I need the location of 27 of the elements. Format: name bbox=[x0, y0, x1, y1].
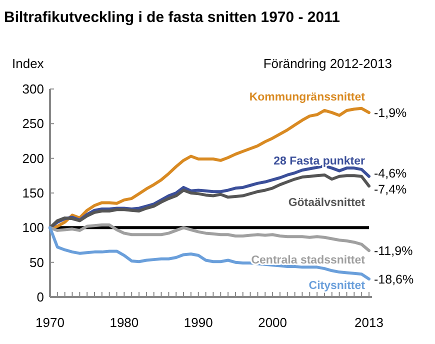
y-axis-title: Index bbox=[12, 56, 44, 71]
y-tick-label: 150 bbox=[22, 186, 44, 201]
text: -1,9% bbox=[374, 106, 407, 120]
y-tick-label: 300 bbox=[22, 82, 44, 97]
y-tick-label: 50 bbox=[30, 254, 44, 270]
series-label: 28 Fasta punkter bbox=[274, 155, 366, 168]
y-tick-label: 200 bbox=[22, 150, 44, 166]
y-tick-label: 0 bbox=[36, 290, 44, 305]
text: -7,4% bbox=[374, 182, 407, 197]
x-tick-label: 2013 bbox=[354, 315, 384, 330]
series-label: Götaälvsnittet bbox=[288, 197, 366, 210]
x-tick-label: 1990 bbox=[184, 315, 213, 330]
chart-subtitle: Förändring 2012-2013 bbox=[263, 56, 392, 71]
y-tick-label: 100 bbox=[22, 220, 44, 236]
series-label: Citysnittet bbox=[308, 280, 366, 292]
series-label: Centrala stadssnittet bbox=[251, 254, 366, 267]
line-series bbox=[48, 223, 370, 252]
text: -11,9% bbox=[374, 244, 413, 258]
x-tick-label: 1980 bbox=[110, 315, 139, 330]
text: -18,6% bbox=[374, 272, 414, 286]
x-tick-label: 2000 bbox=[258, 315, 288, 330]
line-series bbox=[48, 226, 370, 280]
text: -4,6% bbox=[374, 166, 407, 181]
x-tick-label: 1970 bbox=[36, 315, 64, 330]
y-tick-label: 250 bbox=[22, 116, 44, 132]
chart-title: Biltrafikutveckling i de fasta snitten 1970 - 2011 bbox=[4, 9, 340, 26]
series-label: Kommungränssnittet bbox=[249, 92, 366, 104]
